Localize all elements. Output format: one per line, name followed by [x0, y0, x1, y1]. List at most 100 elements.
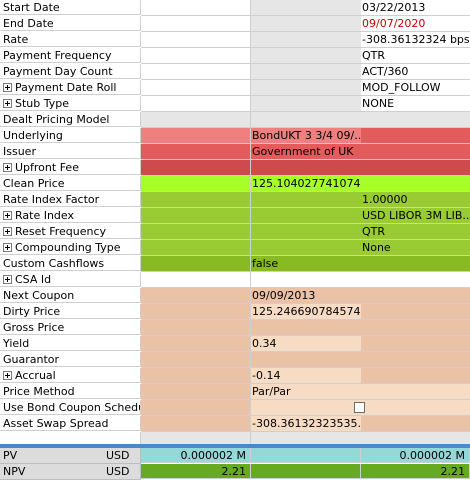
value-cell-1[interactable]	[141, 96, 251, 112]
row-label[interactable]: CSA Id	[0, 272, 141, 287]
value-cell-2[interactable]	[251, 64, 362, 80]
expand-plus-icon[interactable]	[3, 227, 12, 236]
value-cell-1[interactable]	[141, 0, 251, 16]
value-cell-3[interactable]	[361, 272, 470, 288]
value-cell-3[interactable]	[361, 384, 470, 400]
value-cell-2[interactable]	[251, 224, 362, 240]
value-cell-2[interactable]	[251, 320, 362, 336]
value-cell-1[interactable]	[141, 144, 251, 160]
value-cell-3[interactable]: QTR	[361, 224, 470, 240]
value-cell-3[interactable]	[361, 416, 470, 432]
expand-plus-icon[interactable]	[3, 275, 12, 284]
value-cell-3[interactable]: QTR	[361, 48, 470, 64]
value-cell-2[interactable]	[251, 80, 362, 96]
value-cell-2[interactable]	[251, 352, 362, 368]
value-cell-3[interactable]: None	[361, 240, 470, 256]
value-cell-1[interactable]	[141, 64, 251, 80]
value-cell-3[interactable]: ACT/360	[361, 64, 470, 80]
value-cell-1[interactable]	[141, 336, 251, 352]
value-cell-1[interactable]	[141, 400, 251, 416]
value-cell-2[interactable]	[251, 160, 362, 176]
value-cell-2[interactable]	[251, 272, 362, 288]
value-cell-3[interactable]	[361, 304, 470, 320]
value-cell-2[interactable]	[251, 208, 362, 224]
value-cell-3[interactable]: NONE	[361, 96, 470, 112]
expand-plus-icon[interactable]	[3, 83, 12, 92]
value-cell-3[interactable]	[361, 256, 470, 272]
value-cell-3[interactable]	[361, 288, 470, 304]
value-cell-2[interactable]	[251, 240, 362, 256]
value-cell-3[interactable]	[361, 160, 470, 176]
value-cell-2[interactable]	[251, 16, 362, 32]
value-cell-1[interactable]	[141, 128, 251, 144]
value-cell-2[interactable]	[251, 32, 362, 48]
value-cell-3[interactable]: MOD_FOLLOW	[361, 80, 470, 96]
value-cell-2[interactable]	[251, 0, 362, 16]
value-cell-3[interactable]: 1.00000	[361, 192, 470, 208]
checkbox-icon[interactable]	[354, 402, 365, 413]
value-cell-1[interactable]	[141, 16, 251, 32]
value-cell-3[interactable]	[361, 336, 470, 352]
expand-plus-icon[interactable]	[3, 243, 12, 252]
value-cell-3[interactable]: USD LIBOR 3M LIB...	[361, 208, 470, 224]
value-cell-1[interactable]	[141, 368, 251, 384]
value-cell-3[interactable]	[361, 128, 470, 144]
value-cell-1[interactable]	[141, 272, 251, 288]
value-cell-1[interactable]	[141, 192, 251, 208]
value-cell-2[interactable]: Par/Par	[251, 384, 362, 400]
value-cell-2[interactable]: false	[251, 256, 362, 272]
value-cell-2[interactable]: 125.24669078457404	[251, 304, 362, 320]
value-cell-3[interactable]	[361, 112, 470, 128]
value-cell-1[interactable]	[141, 80, 251, 96]
value-cell-3[interactable]	[361, 352, 470, 368]
value-cell-1[interactable]	[141, 112, 251, 128]
value-cell-2[interactable]	[251, 96, 362, 112]
value-cell-1[interactable]	[141, 288, 251, 304]
value-cell-2[interactable]: -308.36132323535...	[251, 416, 362, 432]
value-cell-2[interactable]	[251, 112, 362, 128]
value-cell-3[interactable]: 03/22/2013	[361, 0, 470, 16]
expand-plus-icon[interactable]	[3, 163, 12, 172]
value-cell-3[interactable]: 09/07/2020	[361, 16, 470, 32]
value-cell-1[interactable]	[141, 176, 251, 192]
value-cell-2[interactable]: -0.14	[251, 368, 362, 384]
value-cell-1[interactable]	[141, 304, 251, 320]
value-cell-1[interactable]	[141, 384, 251, 400]
value-cell-1[interactable]	[141, 320, 251, 336]
row-label[interactable]: Reset Frequency	[0, 224, 141, 239]
value-cell-1[interactable]	[141, 32, 251, 48]
row-label[interactable]: Rate Index	[0, 208, 141, 223]
value-cell-3[interactable]: -308.36132324 bps	[361, 32, 470, 48]
value-cell-2[interactable]: Government of UK	[251, 144, 362, 160]
expand-plus-icon[interactable]	[3, 371, 12, 380]
value-cell-1[interactable]	[141, 160, 251, 176]
row-label[interactable]: Compounding Type	[0, 240, 141, 255]
value-cell-3[interactable]	[361, 176, 470, 192]
value-cell-2[interactable]: 0.34	[251, 336, 362, 352]
grid-row-issuer: Issuer Government of UK	[0, 144, 470, 160]
value-cell-3[interactable]	[361, 368, 470, 384]
expand-plus-icon[interactable]	[3, 211, 12, 220]
value-cell-3[interactable]	[361, 320, 470, 336]
value-cell-1[interactable]	[141, 48, 251, 64]
value-cell-1[interactable]	[141, 256, 251, 272]
value-cell-2[interactable]: BondUKT 3 3/4 09/...	[251, 128, 362, 144]
value-cell-1[interactable]	[141, 224, 251, 240]
value-cell-2[interactable]: 125.10402774107405	[251, 176, 362, 192]
row-label[interactable]: Stub Type	[0, 96, 141, 111]
value-cell-1[interactable]	[141, 352, 251, 368]
expand-plus-icon[interactable]	[3, 99, 12, 108]
row-label[interactable]: Upfront Fee	[0, 160, 141, 175]
value-cell-1[interactable]	[141, 208, 251, 224]
value-cell-2[interactable]	[251, 400, 362, 416]
row-label[interactable]: Payment Date Roll	[0, 80, 141, 95]
value-cell-1[interactable]	[141, 416, 251, 432]
value-cell-1[interactable]	[141, 240, 251, 256]
value-cell-2[interactable]	[251, 48, 362, 64]
grid-row-custom-cashflows: Custom Cashflows false	[0, 256, 470, 272]
value-cell-3[interactable]	[361, 400, 470, 416]
row-label[interactable]: Accrual	[0, 368, 141, 383]
value-cell-2[interactable]: 09/09/2013	[251, 288, 362, 304]
value-cell-3[interactable]	[361, 144, 470, 160]
value-cell-2[interactable]	[251, 192, 362, 208]
